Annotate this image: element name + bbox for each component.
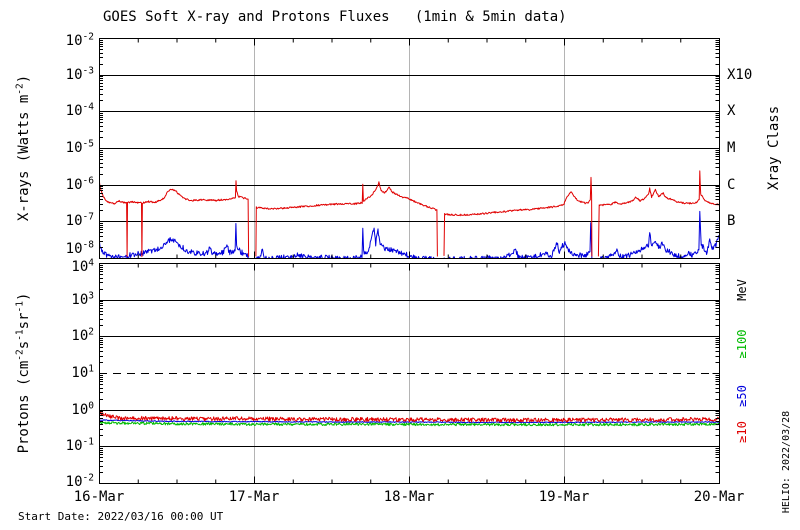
y-tick-label-10e-7: 10-7 [65,211,94,230]
xray-class-axis-title: Xray Class [766,105,782,191]
series-xray-short-wavelength-blue- [600,210,719,258]
y-tick-label-10e-1: 10-1 [65,436,94,455]
series-protons-50-mev-blue- [99,419,719,424]
y-tick-label-10e-8: 10-8 [65,239,94,257]
y-tick-label-10e-2: 10-2 [65,31,94,49]
x-tick-label-16-mar: 16-Mar [73,489,125,505]
series-xray-short-wavelength-blue- [443,222,593,258]
series-protons-10-mev-red- [99,410,719,423]
x-tick-label-18-mar: 18-Mar [383,489,435,505]
horizontal-gridlines [99,75,719,447]
series-xray-long-wavelength-red- [597,170,719,257]
xray-class-label-m: M [727,140,736,156]
series-protons-100-mev-green- [99,421,719,427]
helio-stamp: HELIO: 2022/03/28 [781,410,792,514]
axis-ticks [99,38,720,484]
day-boundary-gridlines [254,38,565,483]
chart-title: GOES Soft X-ray and Protons Fluxes (1min… [103,9,567,25]
xray-axis-title: X-rays (Watts m-2) [14,74,32,222]
series-xray-long-wavelength-red- [255,181,438,257]
y-tick-label-10e-4: 10-4 [65,101,94,120]
series-xray-long-wavelength-red- [99,179,250,258]
start-date-label: Start Date: 2022/03/16 00:00 UT [18,510,224,523]
y-tick-label-10e3: 103 [71,290,94,308]
proton-energy-label-ge50: ≥50 [735,385,749,407]
series-xray-short-wavelength-blue- [255,227,437,258]
x-tick-label-20-mar: 20-Mar [693,489,745,505]
xray-class-label-x10: X10 [727,66,753,83]
y-tick-label-10e4: 104 [71,257,94,275]
x-tick-label-19-mar: 19-Mar [538,489,590,505]
proton-energy-label-ge100: ≥100 [735,329,749,359]
xray-class-label-b: B [727,213,736,230]
y-tick-label-10e2: 102 [71,326,94,345]
y-tick-label-10e-6: 10-6 [65,175,94,193]
xray-series-lines [99,170,719,258]
series-xray-long-wavelength-red- [443,176,593,257]
proton-axis-title: Protons (cm-2s-1sr-1) [14,292,32,454]
xray-class-label-c: C [727,176,736,193]
y-tick-label-10e-2: 10-2 [65,472,94,490]
proton-energy-label-ge10: ≥10 [735,421,749,443]
y-tick-label-10e0: 100 [71,400,94,418]
xray-class-label-x: X [727,103,736,120]
proton-energy-label-MeV: MeV [735,279,749,301]
proton-series-lines [99,410,719,427]
x-tick-label-17-mar: 17-Mar [228,489,280,505]
y-tick-label-10e-5: 10-5 [65,138,94,156]
y-tick-label-10e-3: 10-3 [65,65,94,83]
y-tick-label-10e1: 101 [71,363,94,381]
series-xray-short-wavelength-blue- [99,223,250,258]
